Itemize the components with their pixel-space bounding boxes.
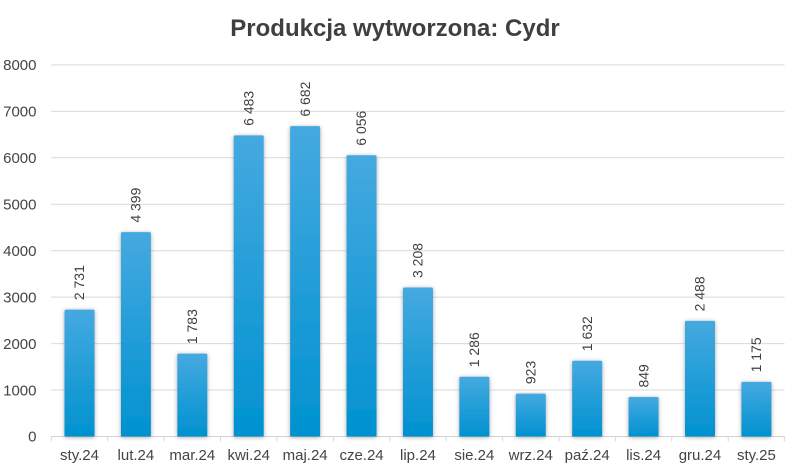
svg-text:6 056: 6 056 (353, 110, 369, 145)
svg-text:1000: 1000 (3, 382, 36, 399)
svg-text:1 286: 1 286 (466, 332, 482, 367)
svg-text:2 488: 2 488 (692, 276, 708, 311)
svg-text:lip.24: lip.24 (400, 447, 436, 464)
svg-text:4000: 4000 (3, 243, 36, 260)
svg-text:cze.24: cze.24 (339, 447, 383, 464)
svg-text:1 783: 1 783 (184, 309, 200, 344)
svg-text:sie.24: sie.24 (454, 447, 494, 464)
svg-text:kwi.24: kwi.24 (227, 447, 270, 464)
svg-text:wrz.24: wrz.24 (508, 447, 553, 464)
svg-text:sty.24: sty.24 (60, 447, 99, 464)
svg-text:4 399: 4 399 (128, 187, 144, 222)
svg-text:8000: 8000 (3, 57, 36, 74)
svg-text:6 682: 6 682 (297, 81, 313, 116)
svg-text:lut.24: lut.24 (118, 447, 155, 464)
svg-text:7000: 7000 (3, 104, 36, 121)
svg-text:sty.25: sty.25 (737, 447, 776, 464)
svg-text:849: 849 (635, 364, 651, 388)
svg-text:gru.24: gru.24 (679, 447, 722, 464)
svg-text:mar.24: mar.24 (169, 447, 215, 464)
svg-text:6 483: 6 483 (240, 91, 256, 126)
svg-text:lis.24: lis.24 (626, 447, 661, 464)
svg-text:923: 923 (522, 361, 538, 385)
svg-text:6000: 6000 (3, 150, 36, 167)
svg-text:Produkcja wytworzona: Cydr: Produkcja wytworzona: Cydr (230, 15, 559, 42)
svg-text:3 208: 3 208 (410, 243, 426, 278)
svg-text:3000: 3000 (3, 289, 36, 306)
svg-text:0: 0 (28, 429, 36, 446)
svg-text:5000: 5000 (3, 196, 36, 213)
svg-text:paź.24: paź.24 (565, 447, 610, 464)
svg-text:1 632: 1 632 (579, 316, 595, 351)
svg-text:maj.24: maj.24 (283, 447, 328, 464)
svg-text:1 175: 1 175 (748, 337, 764, 372)
svg-text:2 731: 2 731 (71, 265, 87, 300)
svg-text:2000: 2000 (3, 336, 36, 353)
